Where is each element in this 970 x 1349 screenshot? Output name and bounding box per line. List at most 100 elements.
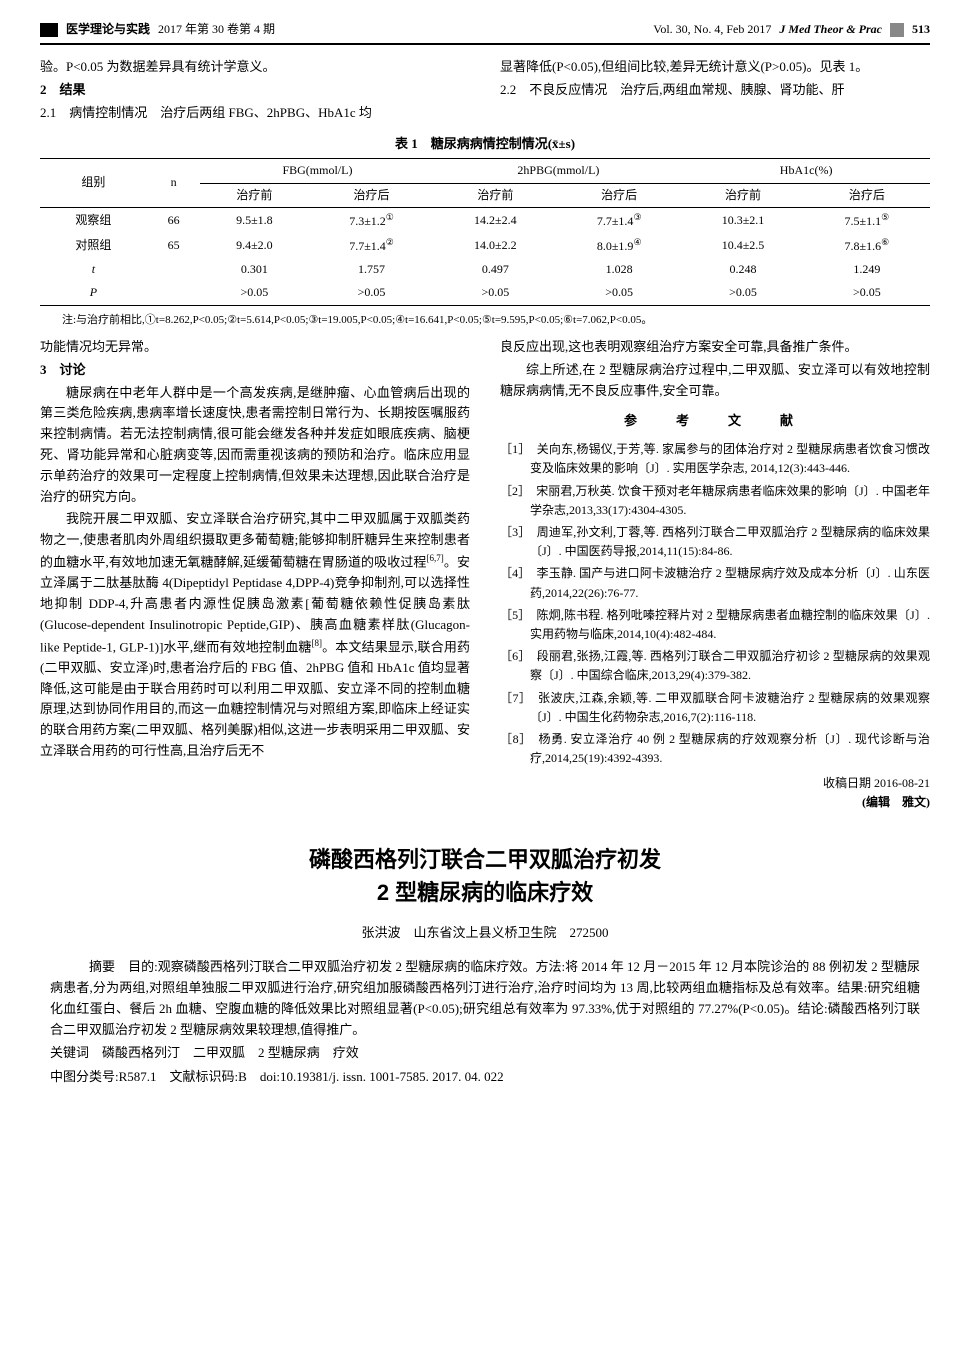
table-cell: >0.05 <box>435 281 557 305</box>
top-right-p2: 2.2 不良反应情况 治疗后,两组血常规、胰腺、肾功能、肝 <box>500 80 930 101</box>
table-row: 组别 n FBG(mmol/L) 2hPBG(mmol/L) HbA1c(%) <box>40 159 930 183</box>
table-cell: 0.497 <box>435 258 557 281</box>
body-paragraph: 综上所述,在 2 型糖尿病治疗过程中,二甲双胍、安立泽可以有效地控制糖尿病病情,… <box>500 360 930 402</box>
body-paragraph: 3 讨论 <box>40 360 470 381</box>
editor-line: (编辑 雅文) <box>500 793 930 812</box>
author-line: 张洪波 山东省汶上县义桥卫生院 272500 <box>40 923 930 944</box>
top-left-p1: 验。P<0.05 为数据差异具有统计学意义。 <box>40 57 470 78</box>
table-cell: 66 <box>147 207 200 233</box>
table1: 组别 n FBG(mmol/L) 2hPBG(mmol/L) HbA1c(%) … <box>40 158 930 305</box>
table-cell: 10.4±2.5 <box>682 233 804 258</box>
reference-item: ［8］ 杨勇. 安立泽治疗 40 例 2 型糖尿病的疗效观察分析〔J〕. 现代诊… <box>500 730 930 768</box>
table-cell: >0.05 <box>556 281 682 305</box>
title-line1: 磷酸西格列汀联合二甲双胍治疗初发 <box>40 843 930 876</box>
th-2hpbg: 2hPBG(mmol/L) <box>435 159 683 183</box>
header-box-icon <box>890 23 904 37</box>
table-cell: 7.7±1.4③ <box>556 207 682 233</box>
references-heading: 参 考 文 献 <box>500 411 930 432</box>
th-fbg: FBG(mmol/L) <box>200 159 434 183</box>
article2-title: 磷酸西格列汀联合二甲双胍治疗初发 2 型糖尿病的临床疗效 <box>40 843 930 909</box>
reference-item: ［5］ 陈炯,陈书程. 格列吡嗪控释片对 2 型糖尿病患者血糖控制的临床效果〔J… <box>500 606 930 644</box>
table-cell: 1.757 <box>308 258 434 281</box>
table1-note: 注:与治疗前相比,①t=8.262,P<0.05;②t=5.614,P<0.05… <box>40 312 930 330</box>
body-paragraph: 糖尿病在中老年人群中是一个高发疾病,是继肿瘤、心血管病后出现的第三类危险疾病,患… <box>40 383 470 508</box>
table-cell: 对照组 <box>40 233 147 258</box>
right-top-text: 良反应出现,这也表明观察组治疗方案安全可靠,具备推广条件。综上所述,在 2 型糖… <box>500 337 930 401</box>
table-cell: P <box>40 281 147 305</box>
table-cell <box>147 281 200 305</box>
top-right-col: 显著降低(P<0.05),但组间比较,差异无统计意义(P>0.05)。见表 1。… <box>500 57 930 125</box>
table-cell: 14.2±2.4 <box>435 207 557 233</box>
abstract-text: 摘要 目的:观察磷酸西格列汀联合二甲双胍治疗初发 2 型糖尿病的临床疗效。方法:… <box>50 957 920 1040</box>
table-cell: 1.028 <box>556 258 682 281</box>
table-cell: 0.301 <box>200 258 308 281</box>
th-sub: 治疗前 <box>682 183 804 207</box>
journal-name-cn: 医学理论与实践 <box>66 20 150 39</box>
th-sub: 治疗后 <box>804 183 930 207</box>
table-cell: 8.0±1.9④ <box>556 233 682 258</box>
table-row: 观察组669.5±1.87.3±1.2①14.2±2.47.7±1.4③10.3… <box>40 207 930 233</box>
article2: 磷酸西格列汀联合二甲双胍治疗初发 2 型糖尿病的临床疗效 张洪波 山东省汶上县义… <box>40 843 930 1089</box>
table-cell: 10.3±2.1 <box>682 207 804 233</box>
table-cell: 7.5±1.1⑤ <box>804 207 930 233</box>
body-paragraph: 我院开展二甲双胍、安立泽联合治疗研究,其中二甲双胍属于双胍类药物之一,使患者肌肉… <box>40 509 470 761</box>
keywords: 关键词 磷酸西格列汀 二甲双胍 2 型糖尿病 疗效 <box>50 1043 920 1064</box>
title-line2: 2 型糖尿病的临床疗效 <box>40 876 930 909</box>
table-cell: 65 <box>147 233 200 258</box>
body-paragraph: 功能情况均无异常。 <box>40 337 470 358</box>
table-cell: >0.05 <box>682 281 804 305</box>
body-paragraph: 良反应出现,这也表明观察组治疗方案安全可靠,具备推广条件。 <box>500 337 930 358</box>
table-row: 对照组659.4±2.07.7±1.4②14.0±2.28.0±1.9④10.4… <box>40 233 930 258</box>
section-2-head: 2 结果 <box>40 80 470 101</box>
table-row: t 0.3011.7570.4971.0280.2481.249 <box>40 258 930 281</box>
table1-caption: 表 1 糖尿病病情控制情况(x̄±s) <box>40 134 930 155</box>
right-column: 良反应出现,这也表明观察组治疗方案安全可靠,具备推广条件。综上所述,在 2 型糖… <box>500 337 930 813</box>
receive-date: 收稿日期 2016-08-21 <box>500 774 930 793</box>
th-sub: 治疗后 <box>308 183 434 207</box>
page-header: 医学理论与实践 2017 年第 30 卷第 4 期 Vol. 30, No. 4… <box>40 20 930 45</box>
reference-item: ［2］ 宋丽君,万秋英. 饮食干预对老年糖尿病患者临床效果的影响〔J〕. 中国老… <box>500 482 930 520</box>
class-number: 中图分类号:R587.1 文献标识码:B doi:10.19381/j. iss… <box>50 1067 920 1088</box>
reference-item: ［3］ 周迪军,孙文利,丁蓉,等. 西格列汀联合二甲双胍治疗 2 型糖尿病的临床… <box>500 523 930 561</box>
reference-item: ［1］ 关向东,杨锡仪,于芳,等. 家属参与的团体治疗对 2 型糖尿病患者饮食习… <box>500 440 930 478</box>
th-group: 组别 <box>40 159 147 207</box>
th-hba1c: HbA1c(%) <box>682 159 930 183</box>
table-cell: 7.3±1.2① <box>308 207 434 233</box>
table-cell: 观察组 <box>40 207 147 233</box>
table-cell: 7.7±1.4② <box>308 233 434 258</box>
references-list: ［1］ 关向东,杨锡仪,于芳,等. 家属参与的团体治疗对 2 型糖尿病患者饮食习… <box>500 440 930 768</box>
reference-item: ［6］ 段丽君,张扬,江霞,等. 西格列汀联合二甲双胍治疗初诊 2 型糖尿病的效… <box>500 647 930 685</box>
table-cell <box>147 258 200 281</box>
top-left-p2: 2.1 病情控制情况 治疗后两组 FBG、2hPBG、HbA1c 均 <box>40 103 470 124</box>
th-sub: 治疗前 <box>435 183 557 207</box>
reference-item: ［7］ 张波庆,江森,余颖,等. 二甲双胍联合阿卡波糖治疗 2 型糖尿病的效果观… <box>500 689 930 727</box>
table-cell: t <box>40 258 147 281</box>
th-sub: 治疗后 <box>556 183 682 207</box>
vol-en: Vol. 30, No. 4, Feb 2017 <box>653 20 771 39</box>
journal-logo-icon <box>40 23 58 37</box>
table-cell: 14.0±2.2 <box>435 233 557 258</box>
table-cell: 9.4±2.0 <box>200 233 308 258</box>
header-right: Vol. 30, No. 4, Feb 2017 J Med Theor & P… <box>653 20 930 39</box>
left-column: 功能情况均无异常。3 讨论糖尿病在中老年人群中是一个高发疾病,是继肿瘤、心血管病… <box>40 337 470 813</box>
top-two-col: 验。P<0.05 为数据差异具有统计学意义。 2 结果 2.1 病情控制情况 治… <box>40 57 930 125</box>
th-sub: 治疗前 <box>200 183 308 207</box>
issue-cn: 2017 年第 30 卷第 4 期 <box>158 20 275 39</box>
table-cell: 1.249 <box>804 258 930 281</box>
reference-item: ［4］ 李玉静. 国产与进口阿卡波糖治疗 2 型糖尿病疗效及成本分析〔J〕. 山… <box>500 564 930 602</box>
table-cell: >0.05 <box>804 281 930 305</box>
header-left: 医学理论与实践 2017 年第 30 卷第 4 期 <box>40 20 275 39</box>
top-right-p1: 显著降低(P<0.05),但组间比较,差异无统计意义(P>0.05)。见表 1。 <box>500 57 930 78</box>
page-number: 513 <box>912 20 930 39</box>
table-cell: 9.5±1.8 <box>200 207 308 233</box>
table-cell: 0.248 <box>682 258 804 281</box>
abstract-block: 摘要 目的:观察磷酸西格列汀联合二甲双胍治疗初发 2 型糖尿病的临床疗效。方法:… <box>50 957 920 1088</box>
table-cell: 7.8±1.6⑥ <box>804 233 930 258</box>
journal-name-en: J Med Theor & Prac <box>779 20 882 39</box>
table-row: P>0.05>0.05>0.05>0.05>0.05>0.05 <box>40 281 930 305</box>
th-n: n <box>147 159 200 207</box>
table-cell: >0.05 <box>308 281 434 305</box>
table-cell: >0.05 <box>200 281 308 305</box>
main-two-col: 功能情况均无异常。3 讨论糖尿病在中老年人群中是一个高发疾病,是继肿瘤、心血管病… <box>40 337 930 813</box>
top-left-col: 验。P<0.05 为数据差异具有统计学意义。 2 结果 2.1 病情控制情况 治… <box>40 57 470 125</box>
